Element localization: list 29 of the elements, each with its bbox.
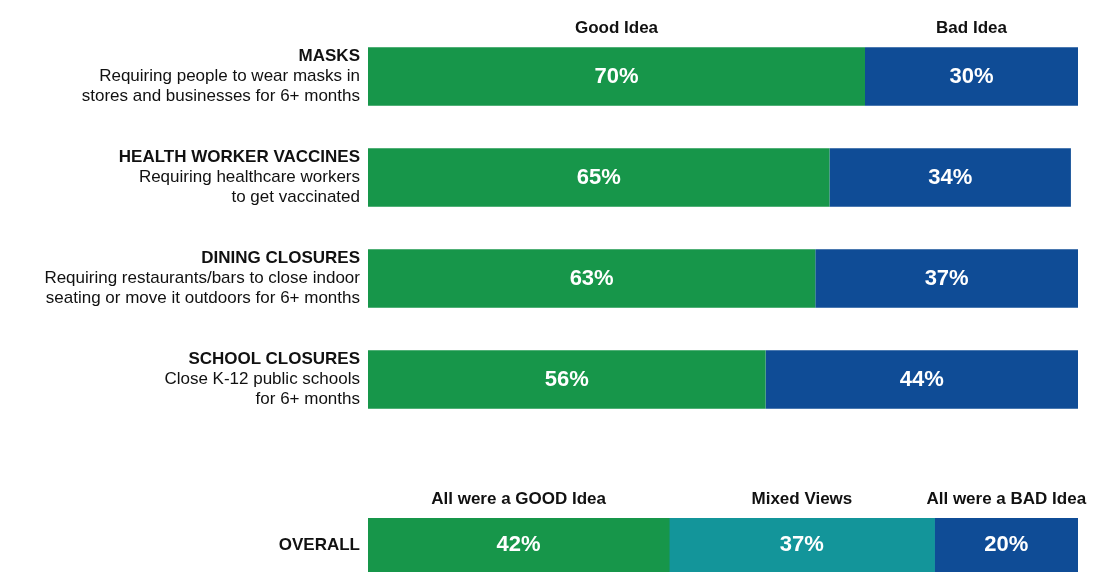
bar: [829, 148, 1071, 207]
series-label: Mixed Views: [751, 489, 853, 509]
y-tick-label: DINING CLOSURES Requiring restaurants/bars to close indoor seating or move it outdoors for 6+ months: [44, 248, 361, 308]
y-tick-label: HEALTH WORKER VACCINES Requiring healthcare workers to get vaccinated: [118, 147, 360, 207]
data-label: 65%: [576, 163, 621, 189]
data-label: 34%: [928, 163, 973, 189]
y-tick-label: MASKS Requiring people to wear masks in stores and businesses for 6+ months: [81, 46, 360, 106]
data-label: 30%: [949, 62, 994, 88]
data-label: 37%: [779, 531, 824, 557]
data-label: 70%: [594, 62, 639, 88]
bar: [815, 249, 1078, 308]
y-tick-label: SCHOOL CLOSURES Close K-12 public schools for 6+ months: [164, 349, 360, 409]
series-label: Bad Idea: [936, 18, 1008, 38]
data-label: 63%: [569, 264, 614, 290]
bar: [368, 47, 865, 106]
data-label: 20%: [984, 531, 1029, 557]
data-label: 42%: [496, 531, 541, 557]
series-label: Good Idea: [574, 18, 659, 38]
bar: [368, 148, 830, 207]
bar: [765, 350, 1078, 409]
series-label: All were a GOOD Idea: [431, 489, 607, 509]
series-label: All were a BAD Idea: [926, 489, 1087, 509]
y-tick-label: OVERALL: [278, 534, 360, 554]
bar: [865, 47, 1078, 106]
data-label: 37%: [924, 264, 969, 290]
data-label: 56%: [544, 365, 589, 391]
bar: [368, 249, 816, 308]
bar: [368, 350, 766, 409]
data-label: 44%: [899, 365, 944, 391]
